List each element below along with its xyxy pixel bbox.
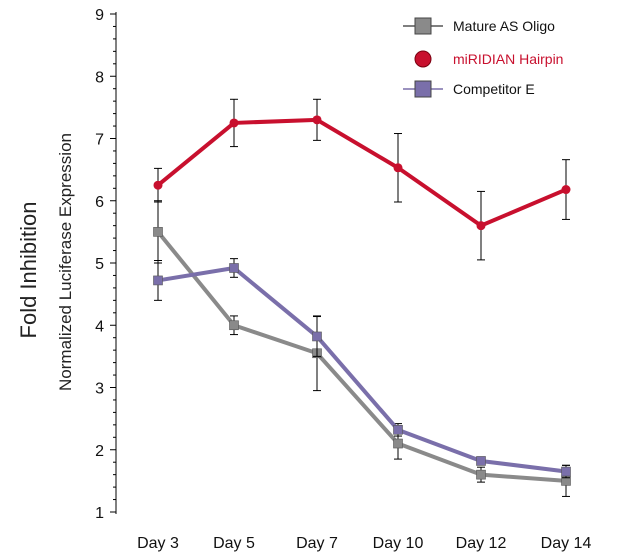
x-tick-label: Day 12 [456, 535, 507, 552]
series-layer [153, 98, 571, 497]
y-tick-label: 7 [95, 132, 104, 149]
data-point [229, 263, 239, 273]
data-point [312, 331, 322, 342]
x-tick-label: Day 7 [296, 535, 338, 552]
data-point [229, 118, 239, 128]
data-point [476, 469, 486, 480]
data-point [561, 466, 571, 477]
legend-item: miRIDIAN Hairpin [414, 50, 563, 68]
y-tick-label: 1 [95, 505, 104, 522]
data-point [393, 425, 403, 435]
y-axis-subtitle: Normalized Luciferase Expression [56, 133, 75, 391]
series-line [156, 230, 567, 483]
x-tick-label: Day 14 [541, 535, 592, 552]
data-point [153, 227, 163, 237]
data-point [476, 221, 486, 231]
y-axis-ticks: 1 2 3 4 5 6 7 8 9 [95, 7, 116, 522]
data-point [393, 438, 403, 449]
series-miridian-hairpin [153, 98, 571, 261]
y-tick-label: 4 [95, 318, 104, 335]
legend-marker [414, 80, 432, 98]
x-tick-label: Day 10 [373, 535, 424, 552]
legend-label: Competitor E [453, 81, 535, 97]
data-point [393, 163, 403, 173]
y-tick-label: 5 [95, 256, 104, 273]
data-point [476, 456, 486, 466]
data-point [153, 180, 163, 190]
data-point [561, 185, 571, 195]
legend-marker [414, 50, 432, 68]
x-axis-ticks: Day 3 Day 5 Day 7 Day 10 Day 12 Day 14 [137, 535, 591, 552]
legend: Mature AS Oligo miRIDIAN Hairpin Competito… [403, 17, 563, 98]
y-tick-label: 6 [95, 194, 104, 211]
legend-marker [414, 17, 432, 35]
x-tick-label: Day 3 [137, 535, 179, 552]
y-tick-label: 2 [95, 443, 104, 460]
x-tick-label: Day 5 [213, 535, 255, 552]
legend-label: Mature AS Oligo [453, 18, 555, 34]
data-point [229, 320, 239, 331]
y-axis-title: Fold Inhibition [16, 202, 41, 339]
legend-item: Mature AS Oligo [403, 17, 555, 35]
data-point [312, 115, 322, 125]
legend-item: Competitor E [403, 80, 535, 98]
legend-label: miRIDIAN Hairpin [453, 51, 563, 67]
y-axis-labels: Fold Inhibition Normalized Luciferase Ex… [16, 133, 75, 391]
data-point [153, 275, 163, 286]
y-tick-label: 8 [95, 69, 104, 86]
series-line [157, 265, 567, 474]
series-mature-as-oligo [153, 200, 571, 497]
series-line [156, 117, 567, 228]
y-tick-label: 3 [95, 381, 104, 398]
series-competitor-e [153, 258, 571, 479]
y-tick-label: 9 [95, 7, 104, 24]
